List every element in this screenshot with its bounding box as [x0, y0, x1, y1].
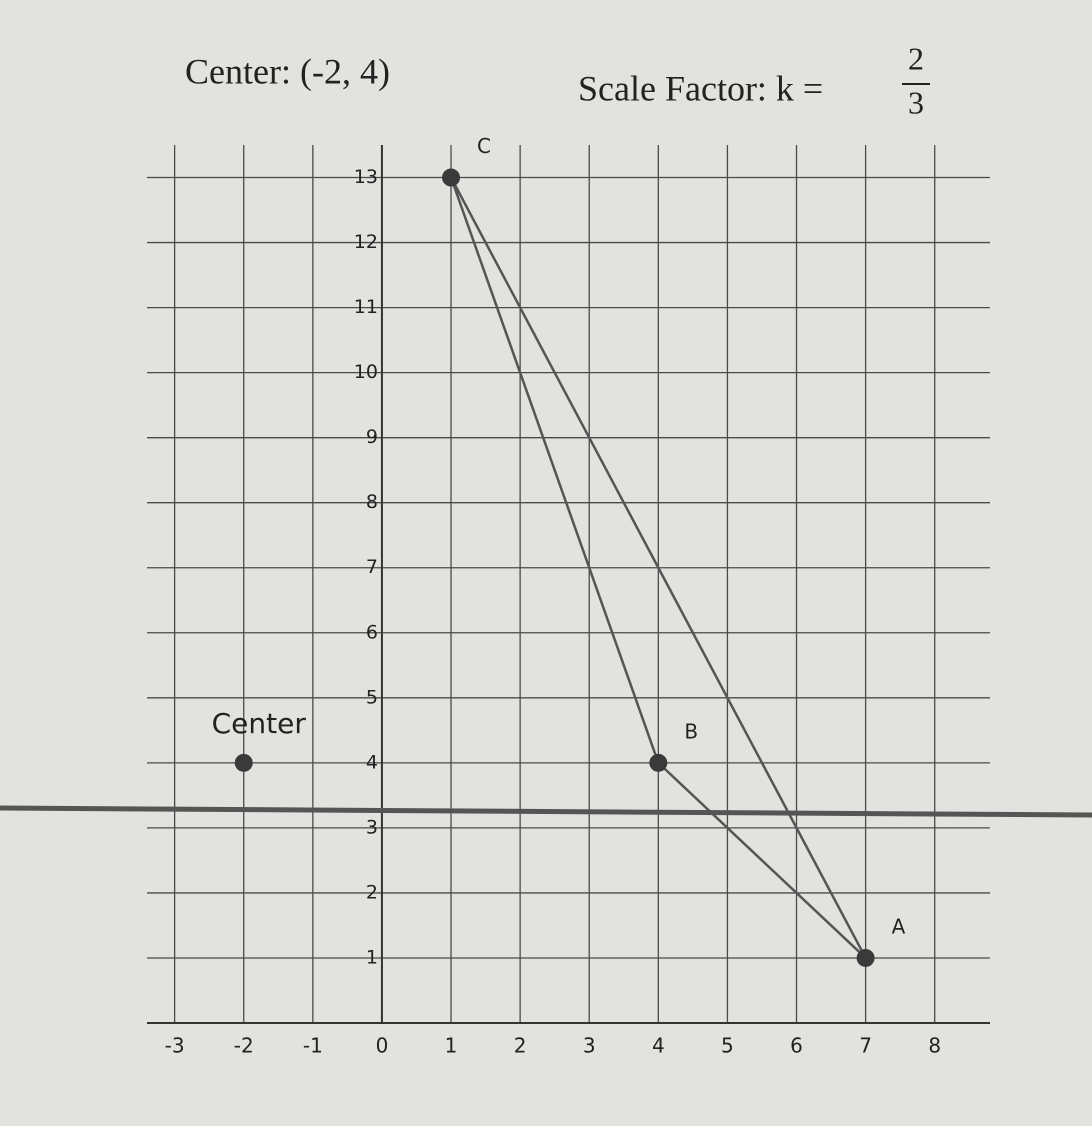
y-tick-label: 9	[366, 426, 378, 448]
y-tick-label: 7	[366, 556, 378, 578]
triangle	[449, 176, 867, 959]
fraction-numerator: 2	[908, 40, 924, 76]
y-tick-label: 8	[366, 491, 378, 513]
point-label: A	[892, 914, 906, 938]
plot: -3 -2 -1 0 1 2 3 4 5 6 7 812345678910111213CenterAB…	[147, 134, 990, 1058]
x-tick-label: 8	[928, 1034, 941, 1058]
point-label: B	[684, 719, 698, 743]
y-tick-label: 11	[354, 296, 378, 318]
x-tick-label: -2	[234, 1034, 254, 1058]
y-tick-label: 6	[366, 621, 378, 643]
x-tick-label: 1	[445, 1034, 458, 1058]
x-tick-label: -3	[165, 1034, 185, 1058]
y-tick-label: 2	[366, 881, 378, 903]
center-title: Center: (-2, 4)	[185, 51, 390, 91]
x-tick-label: -1	[303, 1034, 323, 1058]
x-tick-label: 3	[583, 1034, 596, 1058]
y-tick-label: 12	[354, 231, 378, 253]
y-tick-label: 5	[366, 686, 378, 708]
point	[234, 753, 253, 772]
point	[649, 753, 668, 772]
x-tick-label: 2	[514, 1034, 527, 1058]
y-tick-label: 3	[366, 816, 378, 838]
x-tick-label: 0	[376, 1034, 389, 1058]
y-tick-label: 13	[354, 166, 378, 188]
point	[442, 168, 461, 187]
x-tick-label: 7	[859, 1034, 872, 1058]
x-tick-label: 4	[652, 1034, 665, 1058]
y-tick-label: 1	[366, 946, 378, 968]
fraction-denominator: 3	[908, 84, 924, 120]
y-tick-label: 4	[366, 751, 378, 773]
point-label: C	[477, 134, 491, 158]
paper-fold	[0, 805, 1092, 818]
scale-factor-label: Scale Factor: k =	[578, 68, 823, 108]
x-tick-label: 6	[790, 1034, 803, 1058]
y-tick-label: 10	[354, 361, 378, 383]
x-tick-label: 5	[721, 1034, 734, 1058]
point-label: Center	[212, 707, 307, 740]
point	[856, 948, 875, 967]
